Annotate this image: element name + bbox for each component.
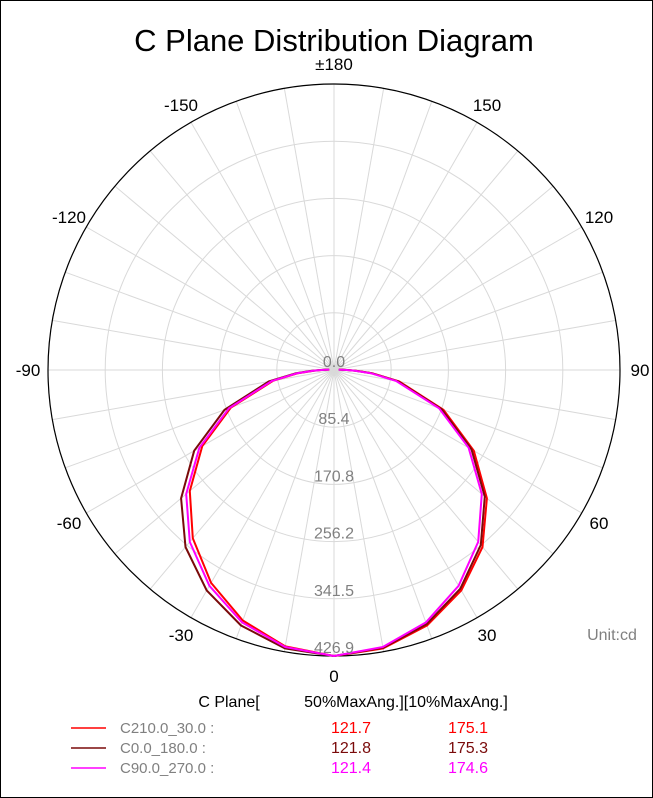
radial-tick-label: 0.0 xyxy=(323,354,345,371)
grid-spoke xyxy=(149,150,335,371)
polar-grid xyxy=(47,83,621,657)
grid-spoke xyxy=(333,369,478,618)
series-curves xyxy=(180,368,488,657)
radial-tick-labels: 0.0 85.4 170.8 256.2 341.5 426.9 xyxy=(314,354,354,657)
grid-spoke xyxy=(52,319,335,371)
grid-spoke xyxy=(333,369,519,590)
grid-spoke xyxy=(86,226,335,371)
grid-spoke xyxy=(235,369,335,639)
legend-half-max-angle: 121.8 xyxy=(331,740,371,757)
grid-spoke xyxy=(65,271,335,371)
grid-spoke xyxy=(333,319,616,371)
angle-tick-label: 0 xyxy=(329,667,338,686)
angle-tick-label: -60 xyxy=(57,514,82,533)
radial-tick-label: 341.5 xyxy=(314,583,354,600)
grid-spoke xyxy=(333,369,582,514)
grid-spoke xyxy=(149,369,335,590)
grid-spoke xyxy=(333,369,554,555)
grid-spoke xyxy=(114,369,335,555)
angle-tick-label: 30 xyxy=(478,626,497,645)
legend-series-name: C0.0_180.0 : xyxy=(120,740,206,757)
legend-header-angles: 50%MaxAng.][10%MaxAng.] xyxy=(304,694,508,711)
chart-title: C Plane Distribution Diagram xyxy=(134,23,534,58)
grid-spoke xyxy=(333,150,519,371)
legend-tenth-max-angle: 175.3 xyxy=(448,740,488,757)
legend-header-plane: C Plane[ xyxy=(198,694,260,711)
angle-tick-label: -90 xyxy=(16,361,41,380)
grid-spoke xyxy=(52,369,335,421)
grid-spoke xyxy=(190,369,335,618)
angle-tick-label: -150 xyxy=(164,96,198,115)
angle-tick-label: 60 xyxy=(590,514,609,533)
grid-spoke xyxy=(114,185,335,371)
legend-half-max-angle: 121.7 xyxy=(331,720,371,737)
grid-spoke xyxy=(333,369,603,469)
legend-rows: C210.0_30.0 : 121.7 175.1 C0.0_180.0 : 121.8… xyxy=(71,720,488,777)
legend-tenth-max-angle: 174.6 xyxy=(448,760,488,777)
series-curve xyxy=(185,368,483,657)
angle-tick-label: -30 xyxy=(169,626,194,645)
angle-tick-label: ±180 xyxy=(315,55,353,74)
grid-spoke xyxy=(190,122,335,371)
grid-spoke xyxy=(333,101,433,371)
radial-tick-label: 85.4 xyxy=(318,411,349,428)
grid-spoke xyxy=(86,369,335,514)
grid-spoke xyxy=(333,369,616,421)
angle-tick-label: 120 xyxy=(585,208,613,227)
legend-tenth-max-angle: 175.1 xyxy=(448,720,488,737)
legend-series-name: C90.0_270.0 : xyxy=(120,760,214,777)
radial-tick-label: 256.2 xyxy=(314,526,354,543)
grid-spoke xyxy=(283,88,335,371)
grid-spoke xyxy=(333,88,385,371)
grid-spoke xyxy=(283,369,335,652)
grid-spoke xyxy=(333,226,582,371)
unit-label: Unit:cd xyxy=(587,627,637,644)
grid-spoke xyxy=(333,271,603,371)
grid-spoke xyxy=(65,369,335,469)
angle-tick-labels: 0 30 60 90 120 150 ±180 -150 -120 -90 -60 -30 xyxy=(16,55,650,686)
grid-spoke xyxy=(333,369,433,639)
angle-tick-label: -120 xyxy=(52,208,86,227)
grid-spoke xyxy=(333,122,478,371)
grid-spoke xyxy=(333,369,385,652)
legend-series-name: C210.0_30.0 : xyxy=(120,720,214,737)
grid-spoke xyxy=(333,185,554,371)
angle-tick-label: 90 xyxy=(631,361,650,380)
angle-tick-label: 150 xyxy=(473,96,501,115)
radial-tick-label: 426.9 xyxy=(314,640,354,657)
legend-half-max-angle: 121.4 xyxy=(331,760,371,777)
radial-tick-label: 170.8 xyxy=(314,468,354,485)
legend: C Plane[ 50%MaxAng.][10%MaxAng.] C210.0_… xyxy=(71,694,508,777)
grid-spoke xyxy=(235,101,335,371)
